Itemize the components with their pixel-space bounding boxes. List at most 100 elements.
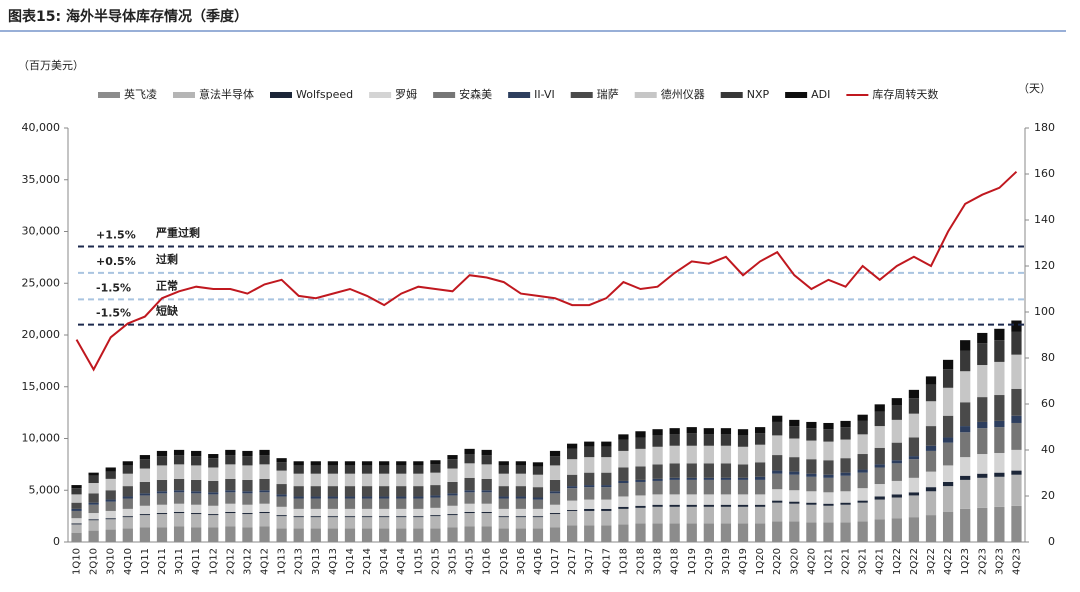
bar-segment bbox=[515, 528, 526, 542]
x-tick-label: 4Q20 bbox=[806, 548, 817, 575]
bar-segment bbox=[874, 426, 885, 448]
bar-segment bbox=[344, 461, 356, 466]
bar-segment bbox=[925, 471, 937, 488]
bar-segment bbox=[925, 384, 937, 402]
bar-segment bbox=[379, 496, 390, 499]
bar-segment bbox=[601, 499, 612, 509]
bar-segment bbox=[891, 518, 902, 542]
bar-segment bbox=[806, 421, 817, 429]
bar-segment bbox=[601, 485, 612, 488]
bar-segment bbox=[549, 493, 561, 505]
bar-segment bbox=[242, 479, 253, 492]
legend-label: NXP bbox=[747, 88, 770, 101]
bar-segment bbox=[925, 445, 937, 451]
bar-segment bbox=[857, 414, 868, 421]
bar-segment bbox=[584, 487, 595, 500]
bar-segment bbox=[413, 461, 424, 466]
x-tick-label: 4Q11 bbox=[191, 548, 202, 575]
bar-segment bbox=[567, 509, 578, 511]
x-tick-label: 2Q22 bbox=[909, 548, 920, 575]
legend-swatch bbox=[570, 92, 593, 98]
x-tick-label: 3Q10 bbox=[106, 548, 117, 575]
bar-segment bbox=[857, 469, 868, 473]
bar-segment bbox=[242, 527, 253, 542]
bar-segment bbox=[225, 513, 236, 527]
bar-segment bbox=[823, 429, 834, 442]
y2-tick-label: 160 bbox=[1034, 167, 1055, 180]
bar-segment bbox=[122, 496, 133, 499]
bar-segment bbox=[498, 517, 509, 529]
bar-segment bbox=[942, 465, 954, 482]
bar-segment bbox=[464, 511, 475, 514]
x-tick-label: 4Q12 bbox=[260, 548, 271, 575]
legend-swatch bbox=[720, 92, 743, 98]
bar-segment bbox=[1011, 415, 1022, 423]
bar-segment bbox=[960, 432, 971, 458]
x-tick-label: 3Q20 bbox=[789, 548, 800, 575]
bar-segment bbox=[310, 516, 321, 518]
bar-segment bbox=[225, 490, 236, 493]
x-tick-label: 2Q21 bbox=[841, 548, 852, 575]
bar-segment bbox=[584, 525, 595, 542]
bar-segment bbox=[208, 492, 219, 495]
x-tick-label: 1Q19 bbox=[687, 548, 698, 575]
bar-segment bbox=[720, 428, 732, 435]
bar-segment bbox=[891, 460, 902, 464]
reference-label: -1.5% bbox=[96, 281, 131, 294]
bar-segment bbox=[481, 478, 492, 491]
bar-segment bbox=[960, 475, 971, 480]
bar-segment bbox=[71, 524, 82, 533]
x-tick-label: 4Q16 bbox=[533, 548, 544, 575]
bar-segment bbox=[789, 474, 800, 491]
bar-segment bbox=[908, 437, 920, 457]
bar-segment bbox=[310, 498, 321, 509]
bar-segment bbox=[669, 445, 680, 464]
legend-swatch bbox=[173, 92, 195, 98]
y2-tick-label: 100 bbox=[1034, 305, 1055, 318]
bar-segment bbox=[379, 508, 390, 517]
x-tick-label: 3Q11 bbox=[174, 548, 185, 575]
y2-tick-label: 80 bbox=[1041, 351, 1055, 364]
x-tick-label: 2Q23 bbox=[977, 548, 988, 575]
bar-segment bbox=[960, 457, 971, 476]
bar-segment bbox=[960, 402, 971, 427]
bar-segment bbox=[430, 495, 441, 498]
bar-segment bbox=[567, 525, 578, 542]
bar-segment bbox=[173, 464, 185, 479]
bar-segment bbox=[276, 528, 287, 542]
bar-segment bbox=[379, 461, 390, 466]
bar-segment bbox=[396, 461, 407, 466]
bar-segment bbox=[225, 492, 236, 504]
x-tick-label: 3Q14 bbox=[379, 548, 390, 575]
bar-segment bbox=[361, 473, 373, 487]
bar-segment bbox=[225, 449, 236, 456]
bar-segment bbox=[310, 508, 321, 517]
bar-segment bbox=[618, 480, 629, 484]
bar-segment bbox=[635, 495, 646, 506]
bar-segment bbox=[960, 371, 971, 403]
bar-segment bbox=[173, 503, 185, 512]
y2-tick-label: 60 bbox=[1041, 397, 1055, 410]
bar-segment bbox=[652, 464, 663, 479]
bar-segment bbox=[720, 506, 732, 524]
bar-segment bbox=[71, 488, 82, 495]
bar-segment bbox=[122, 516, 133, 518]
bar-segment bbox=[122, 498, 133, 509]
x-tick-label: 1Q16 bbox=[482, 548, 493, 575]
legend-label: ADI bbox=[811, 88, 830, 101]
bar-segment bbox=[259, 478, 270, 491]
bar-segment bbox=[994, 340, 1005, 362]
bar-segment bbox=[635, 479, 646, 482]
bar-segment bbox=[396, 516, 407, 518]
bar-segment bbox=[532, 497, 544, 500]
bar-segment bbox=[259, 503, 270, 512]
bar-segment bbox=[857, 502, 868, 522]
bar-segment bbox=[635, 507, 646, 524]
bar-segment bbox=[464, 477, 475, 491]
bar-segment bbox=[737, 446, 749, 465]
bar-segment bbox=[942, 369, 954, 388]
bar-segment bbox=[908, 398, 920, 414]
bar-segment bbox=[618, 524, 629, 542]
legend-label: 德州仪器 bbox=[661, 87, 705, 101]
